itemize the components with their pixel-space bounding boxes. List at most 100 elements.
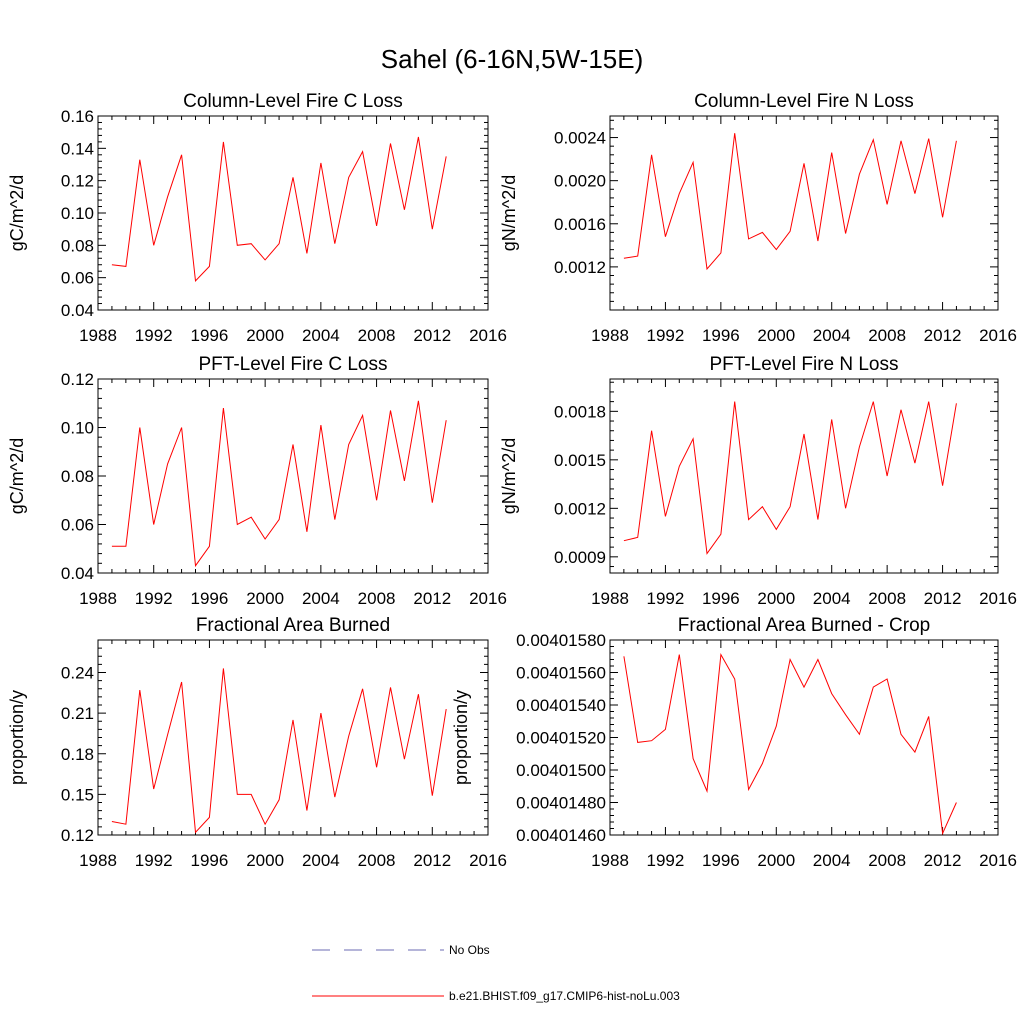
x-tick-label: 2012 bbox=[924, 851, 962, 870]
plot-frame bbox=[609, 378, 999, 574]
panel-3: PFT-Level Fire C Loss gC/m^2/d 1988 1992 199… bbox=[7, 354, 507, 608]
x-tick-label: 1992 bbox=[135, 326, 173, 345]
x-tick-label: 2000 bbox=[246, 851, 284, 870]
y-tick-label: 0.0024 bbox=[554, 129, 606, 148]
series-line bbox=[111, 668, 447, 834]
panel-title: Fractional Area Burned - Crop bbox=[678, 615, 930, 636]
panel-6: Fractional Area Burned - Crop proportion/… bbox=[451, 615, 1017, 870]
x-tick-label: 1992 bbox=[135, 589, 173, 608]
y-tick-label: 0.00401540 bbox=[516, 696, 606, 715]
x-tick-label: 2004 bbox=[813, 326, 851, 345]
y-tick-label: 0.0012 bbox=[554, 258, 606, 277]
x-tick-label: 1996 bbox=[191, 851, 229, 870]
x-tick-label: 2004 bbox=[302, 326, 340, 345]
panel-5: Fractional Area Burned proportion/y 1988 19… bbox=[7, 615, 507, 870]
legend-label-no-obs: No Obs bbox=[449, 943, 490, 957]
series-line bbox=[623, 652, 957, 836]
y-tick-label: 0.0020 bbox=[554, 172, 606, 191]
plot-frame bbox=[97, 639, 489, 836]
y-tick-label: 0.04 bbox=[61, 301, 94, 320]
panels: Column-Level Fire C Loss gC/m^2/d 1988 1992… bbox=[7, 91, 1017, 870]
y-tick-label: 0.0012 bbox=[554, 499, 606, 518]
figure-title: Sahel (6-16N,5W-15E) bbox=[381, 44, 644, 74]
y-tick-label: 0.24 bbox=[61, 664, 94, 683]
x-tick-label: 2004 bbox=[302, 851, 340, 870]
x-tick-label: 1992 bbox=[135, 851, 173, 870]
y-tick-label: 0.06 bbox=[61, 269, 94, 288]
y-tick-label: 0.15 bbox=[61, 785, 94, 804]
y-tick-label: 0.00401480 bbox=[516, 794, 606, 813]
y-tick-label: 0.10 bbox=[61, 419, 94, 438]
y-axis-label: gC/m^2/d bbox=[7, 175, 27, 251]
x-tick-label: 2012 bbox=[413, 851, 451, 870]
y-tick-label: 0.12 bbox=[61, 826, 94, 845]
x-tick-label: 2012 bbox=[924, 326, 962, 345]
x-tick-label: 1988 bbox=[591, 326, 629, 345]
x-tick-label: 1992 bbox=[647, 851, 685, 870]
x-tick-label: 2008 bbox=[358, 589, 396, 608]
y-tick-label: 0.00401580 bbox=[516, 631, 606, 650]
y-tick-label: 0.08 bbox=[61, 467, 94, 486]
x-tick-label: 1992 bbox=[647, 589, 685, 608]
x-tick-label: 2000 bbox=[757, 326, 795, 345]
y-tick-label: 0.00401460 bbox=[516, 826, 606, 845]
y-axis-label: gC/m^2/d bbox=[7, 438, 27, 514]
x-tick-label: 2016 bbox=[979, 851, 1017, 870]
x-tick-label: 1988 bbox=[591, 851, 629, 870]
y-tick-label: 0.04 bbox=[61, 564, 94, 583]
x-tick-label: 1988 bbox=[591, 589, 629, 608]
x-tick-label: 2004 bbox=[813, 589, 851, 608]
x-tick-label: 2016 bbox=[469, 589, 507, 608]
y-tick-label: 0.12 bbox=[61, 172, 94, 191]
x-tick-label: 1996 bbox=[702, 851, 740, 870]
y-tick-label: 0.16 bbox=[61, 107, 94, 126]
x-tick-label: 1996 bbox=[702, 589, 740, 608]
x-tick-label: 1996 bbox=[702, 326, 740, 345]
x-tick-label: 2012 bbox=[413, 326, 451, 345]
plot-frame bbox=[609, 115, 999, 311]
panel-2: Column-Level Fire N Loss gN/m^2/d 1988 1992… bbox=[499, 91, 1017, 345]
series-line bbox=[623, 401, 957, 555]
y-axis-label: gN/m^2/d bbox=[499, 438, 519, 514]
y-tick-label: 0.0016 bbox=[554, 215, 606, 234]
y-tick-label: 0.12 bbox=[61, 370, 94, 389]
y-tick-label: 0.08 bbox=[61, 236, 94, 255]
y-tick-label: 0.06 bbox=[61, 516, 94, 535]
panel-title: PFT-Level Fire C Loss bbox=[199, 354, 388, 375]
x-tick-label: 1988 bbox=[79, 326, 117, 345]
y-axis-label: gN/m^2/d bbox=[499, 175, 519, 251]
panel-4: PFT-Level Fire N Loss gN/m^2/d 1988 1992 199… bbox=[499, 354, 1017, 608]
x-tick-label: 2004 bbox=[813, 851, 851, 870]
y-axis-label: proportion/y bbox=[451, 690, 471, 785]
x-tick-label: 2016 bbox=[469, 326, 507, 345]
legend: No Obs b.e21.BHIST.f09_g17.CMIP6-hist-no… bbox=[312, 943, 680, 1003]
y-tick-label: 0.0018 bbox=[554, 402, 606, 421]
y-tick-label: 0.21 bbox=[61, 704, 94, 723]
x-tick-label: 2012 bbox=[924, 589, 962, 608]
x-tick-label: 2008 bbox=[358, 851, 396, 870]
x-tick-label: 1992 bbox=[647, 326, 685, 345]
y-axis-label: proportion/y bbox=[7, 690, 27, 785]
x-tick-label: 1996 bbox=[191, 326, 229, 345]
y-tick-label: 0.10 bbox=[61, 204, 94, 223]
x-tick-label: 1996 bbox=[191, 589, 229, 608]
series-line bbox=[111, 400, 447, 568]
y-tick-label: 0.14 bbox=[61, 139, 94, 158]
x-tick-label: 2004 bbox=[302, 589, 340, 608]
y-tick-label: 0.00401560 bbox=[516, 664, 606, 683]
legend-label-model: b.e21.BHIST.f09_g17.CMIP6-hist-noLu.003 bbox=[449, 989, 680, 1003]
x-tick-label: 2000 bbox=[246, 326, 284, 345]
panel-1: Column-Level Fire C Loss gC/m^2/d 1988 1992… bbox=[7, 91, 507, 345]
panel-title: PFT-Level Fire N Loss bbox=[710, 354, 899, 375]
x-tick-label: 2000 bbox=[246, 589, 284, 608]
plot-frame bbox=[97, 378, 489, 574]
x-tick-label: 2008 bbox=[358, 326, 396, 345]
y-tick-label: 0.0009 bbox=[554, 548, 606, 567]
x-tick-label: 2000 bbox=[757, 589, 795, 608]
panel-title: Column-Level Fire C Loss bbox=[183, 91, 403, 112]
panel-title: Column-Level Fire N Loss bbox=[694, 91, 914, 112]
x-tick-label: 2008 bbox=[868, 851, 906, 870]
series-line bbox=[623, 133, 957, 271]
x-tick-label: 2008 bbox=[868, 326, 906, 345]
